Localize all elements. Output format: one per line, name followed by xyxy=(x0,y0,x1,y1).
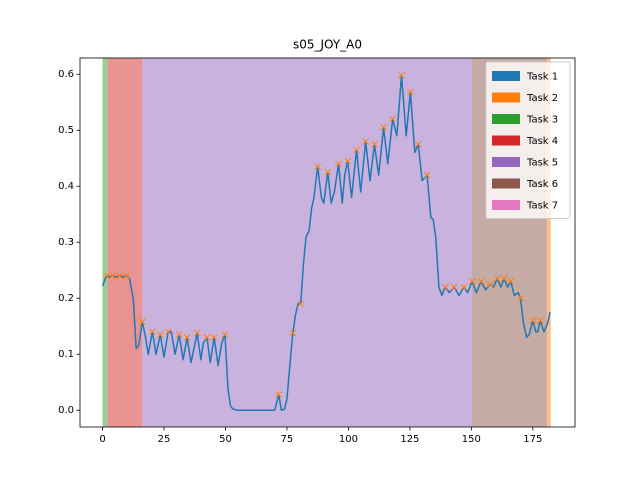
task-span xyxy=(546,58,551,427)
peak-marker xyxy=(398,72,405,79)
peak-marker xyxy=(164,328,172,336)
peak-marker xyxy=(193,329,201,337)
peak-marker xyxy=(324,168,332,176)
task-span xyxy=(107,58,143,427)
peak-marker xyxy=(353,146,360,154)
peak-marker xyxy=(335,160,342,168)
peak-marker xyxy=(156,331,164,338)
peak-marker xyxy=(441,283,449,291)
peak-marker xyxy=(203,334,211,341)
task-span xyxy=(102,58,108,427)
peak-marker xyxy=(450,283,458,291)
peak-marker xyxy=(289,329,297,337)
peak-marker xyxy=(210,334,218,341)
y-tick-label: 0.5 xyxy=(58,125,74,136)
y-tick-label: 0.3 xyxy=(58,237,74,248)
legend-swatch xyxy=(492,71,520,81)
legend-swatch xyxy=(492,135,520,146)
legend-label: Task 3 xyxy=(526,115,558,126)
peak-marker xyxy=(486,280,494,288)
x-tick-label: 75 xyxy=(281,434,294,445)
peak-marker xyxy=(493,275,501,282)
peak-marker xyxy=(536,317,544,324)
peak-marker xyxy=(407,88,414,96)
x-tick-label: 175 xyxy=(523,434,542,445)
peak-marker xyxy=(529,317,537,324)
legend-swatch xyxy=(492,114,520,124)
peak-marker xyxy=(500,275,508,282)
legend-label: Task 7 xyxy=(526,201,558,212)
legend-swatch xyxy=(492,178,520,189)
peak-marker xyxy=(362,138,369,145)
y-tick-label: 0.2 xyxy=(58,293,74,304)
chart-title: s05_JOY_A0 xyxy=(293,38,362,52)
legend-swatch xyxy=(492,92,520,103)
legend-label: Task 6 xyxy=(526,179,558,190)
peak-marker xyxy=(517,294,525,302)
task-span xyxy=(142,58,473,427)
peak-marker xyxy=(221,331,229,338)
legend-swatch xyxy=(492,157,520,167)
peak-marker xyxy=(371,140,378,148)
legend-label: Task 4 xyxy=(526,136,558,147)
peak-marker xyxy=(423,171,431,179)
x-tick-label: 125 xyxy=(400,434,419,445)
peak-marker xyxy=(183,334,191,341)
peak-marker xyxy=(149,328,156,336)
legend-label: Task 5 xyxy=(526,158,558,169)
peak-marker xyxy=(389,115,397,123)
y-tick-label: 0.4 xyxy=(58,181,74,192)
legend-label: Task 2 xyxy=(526,93,558,104)
y-tick-label: 0.6 xyxy=(58,69,74,80)
peak-marker xyxy=(116,272,123,280)
peak-marker xyxy=(468,278,476,285)
peak-marker xyxy=(175,331,183,338)
y-tick-label: 0.1 xyxy=(58,349,74,360)
y-tick-label: 0.0 xyxy=(58,405,74,416)
peak-marker xyxy=(507,278,515,285)
peak-marker xyxy=(108,272,116,280)
peak-marker xyxy=(414,140,422,148)
peak-marker xyxy=(380,124,387,131)
legend-swatch xyxy=(492,200,520,210)
x-tick-label: 0 xyxy=(99,434,105,445)
x-tick-label: 150 xyxy=(462,434,481,445)
peak-marker xyxy=(344,157,352,165)
peak-marker xyxy=(460,283,468,291)
peak-marker xyxy=(297,300,305,308)
x-tick-label: 50 xyxy=(219,434,232,445)
peak-marker xyxy=(477,278,485,285)
peak-marker xyxy=(122,272,130,280)
peak-marker xyxy=(314,163,322,170)
legend-label: Task 1 xyxy=(526,72,558,83)
x-tick-label: 25 xyxy=(158,434,171,445)
peak-marker xyxy=(138,318,146,326)
peak-marker xyxy=(275,391,283,398)
x-tick-label: 100 xyxy=(339,434,358,445)
peak-marker xyxy=(103,272,110,280)
